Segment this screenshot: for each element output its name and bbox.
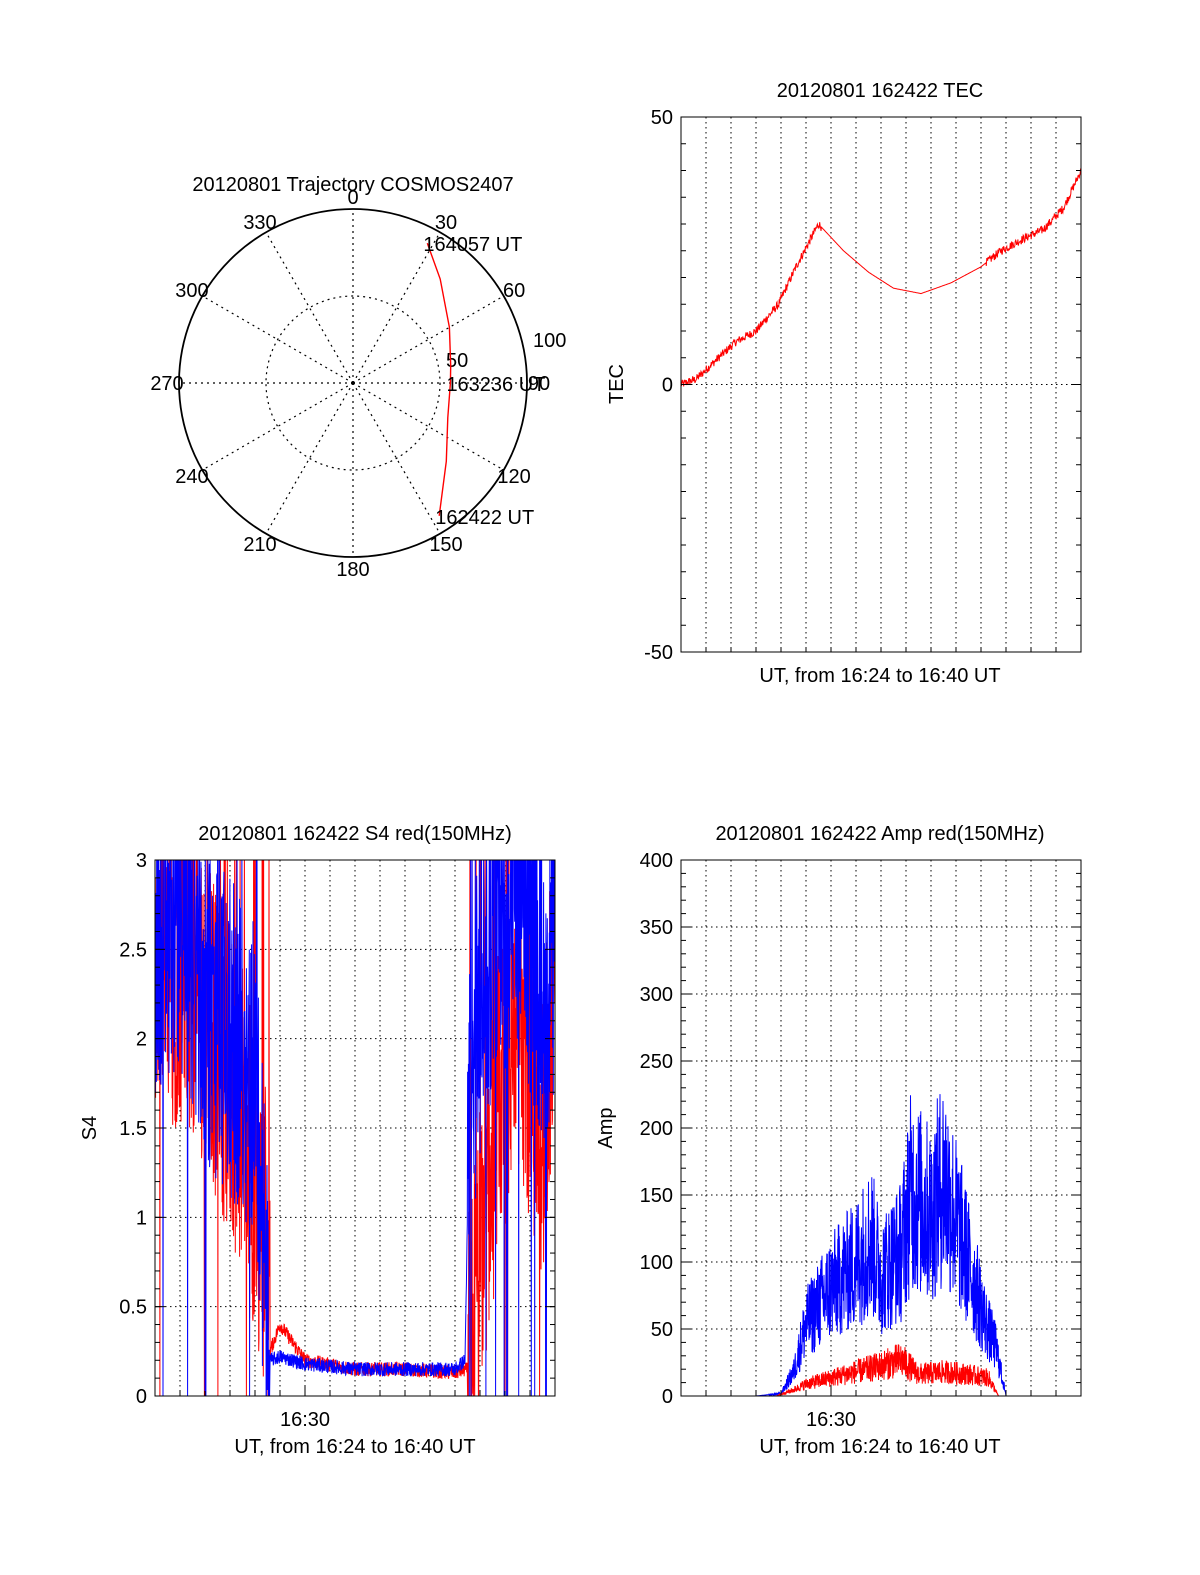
polar-ring <box>265 295 441 471</box>
polar-radial-labels: 50 100 <box>446 330 566 372</box>
polar-time-annotation: 163236 UT <box>446 374 545 396</box>
polar-time-annotation: 164057 UT <box>423 234 522 256</box>
amp-ylabel: Amp <box>595 1107 617 1148</box>
tec-ytick-label: 0 <box>662 375 673 397</box>
polar-outer-ring <box>178 208 528 558</box>
polar-annotations: 164057 UT 163236 UT 162422 UT <box>423 234 545 529</box>
tec-title: 20120801 162422 TEC <box>777 80 983 102</box>
s4-series <box>155 860 555 1396</box>
polar-title: 20120801 Trajectory COSMOS2407 <box>192 174 513 196</box>
polar-spoke <box>352 382 504 471</box>
s4-ytick-label: 2.5 <box>119 939 147 961</box>
polar-spoke <box>352 232 441 384</box>
amp-title: 20120801 162422 Amp red(150MHz) <box>715 823 1044 845</box>
polar-trajectory-line <box>426 242 452 516</box>
s4-title: 20120801 162422 S4 red(150MHz) <box>198 823 512 845</box>
polar-radial-label: 100 <box>533 330 566 352</box>
amp-ytick-label: 250 <box>640 1051 673 1073</box>
amp-ytick-label: 0 <box>662 1386 673 1408</box>
amp-series-line <box>681 1344 1081 1397</box>
amp-ytick-label: 400 <box>640 850 673 872</box>
tec-ticks: -50 0 50 <box>644 107 1081 664</box>
amp-ytick-label: 150 <box>640 1185 673 1207</box>
polar-spoke <box>352 295 504 384</box>
tec-ytick-label: 50 <box>651 107 673 129</box>
tec-ylabel: TEC <box>606 364 628 404</box>
s4-ylabel: S4 <box>79 1116 101 1140</box>
s4-grid <box>155 860 555 1396</box>
amp-grid <box>681 860 1081 1396</box>
s4-ytick-label: 2 <box>136 1029 147 1051</box>
s4-xtick-label: 16:30 <box>280 1409 330 1431</box>
s4-ytick-label: 3 <box>136 850 147 872</box>
tec-series <box>680 168 1082 387</box>
polar-azimuth-label: 180 <box>336 559 369 581</box>
s4-chart: 20120801 162422 S4 red(150MHz) 0 0.5 1 1.5 2… <box>79 823 556 1458</box>
s4-series-line <box>155 860 555 1396</box>
polar-azimuth-label: 0 <box>347 187 358 209</box>
polar-azimuth-label: 210 <box>243 534 276 556</box>
polar-azimuth-label: 300 <box>175 280 208 302</box>
polar-spoke <box>202 382 354 471</box>
polar-trajectory-chart: 20120801 Trajectory COSMOS2407 0 30 60 90 12… <box>150 174 566 581</box>
polar-series <box>426 242 452 516</box>
amp-ytick-label: 300 <box>640 984 673 1006</box>
polar-azimuth-label: 150 <box>429 534 462 556</box>
tec-xlabel: UT, from 16:24 to 16:40 UT <box>759 665 1000 687</box>
tec-chart: 20120801 162422 TEC -50 0 50 UT, from 16:2… <box>606 80 1082 687</box>
s4-ytick-label: 1 <box>136 1207 147 1229</box>
amp-ytick-label: 100 <box>640 1252 673 1274</box>
amp-ytick-label: 350 <box>640 917 673 939</box>
polar-radial-label: 50 <box>446 350 468 372</box>
polar-azimuth-labels: 0 30 60 90 120 150 180 210 240 270 300 330 <box>150 187 550 581</box>
s4-ytick-label: 1.5 <box>119 1118 147 1140</box>
polar-azimuth-label: 60 <box>503 280 525 302</box>
polar-spoke <box>265 232 354 384</box>
amp-xtick-label: 16:30 <box>806 1409 856 1431</box>
polar-grid <box>179 209 527 557</box>
s4-ytick-label: 0.5 <box>119 1297 147 1319</box>
polar-azimuth-label: 240 <box>175 466 208 488</box>
polar-spoke <box>352 382 441 534</box>
amp-ytick-label: 50 <box>651 1319 673 1341</box>
polar-spoke <box>265 382 354 534</box>
polar-azimuth-label: 90 <box>528 373 550 395</box>
amp-ticks: 0 50 100 150 200 250 300 350 400 16:30 <box>640 850 1081 1431</box>
amp-ytick-label: 200 <box>640 1118 673 1140</box>
polar-time-annotation: 162422 UT <box>435 507 534 529</box>
s4-ytick-label: 0 <box>136 1386 147 1408</box>
s4-ticks: 0 0.5 1 1.5 2 2.5 3 16:30 <box>119 850 555 1431</box>
polar-spoke <box>202 295 354 384</box>
polar-azimuth-label: 330 <box>243 212 276 234</box>
tec-ytick-label: -50 <box>644 642 673 664</box>
amp-xlabel: UT, from 16:24 to 16:40 UT <box>759 1436 1000 1458</box>
polar-azimuth-label: 270 <box>150 373 183 395</box>
polar-azimuth-label: 30 <box>435 212 457 234</box>
amp-chart: 20120801 162422 Amp red(150MHz) 0 50 100 15… <box>595 823 1082 1458</box>
tec-series-line <box>680 168 1082 387</box>
s4-xlabel: UT, from 16:24 to 16:40 UT <box>234 1436 475 1458</box>
tec-grid <box>681 117 1081 652</box>
polar-azimuth-label: 120 <box>497 466 530 488</box>
